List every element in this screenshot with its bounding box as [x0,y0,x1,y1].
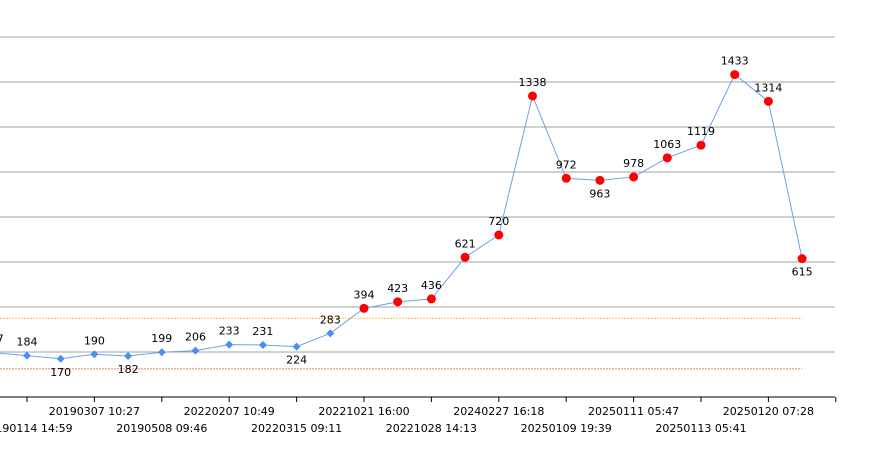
data-point [629,172,639,182]
data-label: 423 [387,282,408,295]
x-tick-label: 20250120 07:28 [723,405,814,418]
data-label: 233 [219,325,240,338]
data-label: 184 [17,336,38,349]
data-label: 1314 [754,81,782,94]
data-label: 978 [623,157,644,170]
x-tick-label: 20250113 05:41 [655,422,746,435]
x-tick-label: 20190114 14:59 [0,422,73,435]
data-label: 190 [84,334,105,347]
data-point [157,348,166,357]
data-point [56,354,65,363]
data-label: 963 [589,187,610,200]
x-tick-label: 20220315 09:11 [251,422,342,435]
data-label: 182 [118,363,139,376]
data-point [763,96,773,106]
x-tick-label: 20250109 19:39 [521,422,612,435]
data-point [359,303,369,313]
data-point [460,252,470,262]
data-point [662,153,672,163]
data-label: 197 [0,333,4,346]
data-label: 231 [252,325,273,338]
data-point [124,352,133,361]
data-label: 621 [455,237,476,250]
data-label: 199 [151,332,172,345]
data-point [494,230,504,240]
data-label: 436 [421,279,442,292]
data-point [426,294,436,304]
data-label: 1063 [653,138,681,151]
data-label: 170 [50,366,71,379]
data-label: 1119 [687,125,715,138]
data-point [292,342,301,351]
data-label: 224 [286,354,307,367]
x-tick-label: 20240227 16:18 [453,405,544,418]
x-tick-label: 20220207 10:49 [184,405,275,418]
x-tick-label: 20221028 14:13 [386,422,477,435]
data-point [595,175,605,185]
data-label: 615 [792,266,813,279]
data-label: 1433 [721,55,749,68]
data-label: 206 [185,331,206,344]
data-label: 972 [556,158,577,171]
data-point [393,297,403,307]
data-point [561,173,571,183]
data-point [730,70,740,80]
data-label: 394 [354,288,375,301]
data-point [23,351,31,360]
data-point [528,91,537,101]
data-label: 283 [320,313,341,326]
data-point [191,346,200,355]
x-tick-label: 20221021 16:00 [318,405,409,418]
data-point [258,341,267,350]
data-label: 1338 [519,76,547,89]
data-label: 720 [488,215,509,228]
data-point [696,140,706,150]
data-point [797,254,807,264]
data-point [90,350,99,359]
data-point [225,340,234,349]
data-point [326,329,335,338]
x-tick-label: 20190508 09:46 [116,422,207,435]
x-tick-label: 20190307 10:27 [49,405,140,418]
x-tick-label: 20250111 05:47 [588,405,679,418]
